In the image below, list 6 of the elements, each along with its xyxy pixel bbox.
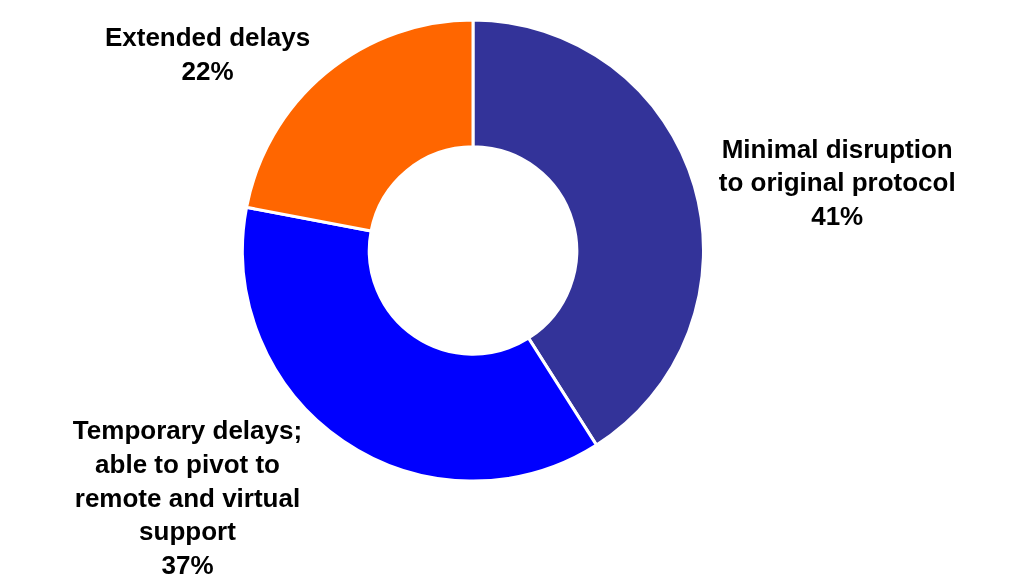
data-label: 37% xyxy=(161,550,214,581)
slice-label: Minimal disruption to original protocol xyxy=(718,133,956,198)
slice-label: Temporary delays; able to pivot to remote and virtual support xyxy=(72,415,303,547)
data-label: 41% xyxy=(811,201,864,232)
slice-label: Extended delays xyxy=(104,22,311,53)
data-label: 22% xyxy=(181,55,234,86)
